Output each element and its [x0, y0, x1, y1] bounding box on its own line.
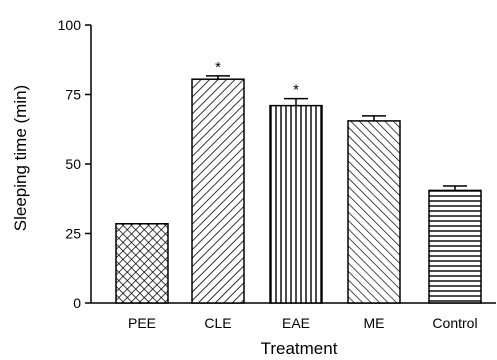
- x-tick-label: CLE: [204, 315, 231, 331]
- bar: [428, 189, 482, 304]
- y-tick-label: 50: [65, 156, 81, 172]
- x-tick-labels: PEE CLE EAE ME Control: [128, 315, 478, 331]
- x-tick-label: EAE: [282, 315, 310, 331]
- y-tick-label: 100: [58, 17, 82, 33]
- y-ticks: 0 25 50 75 100: [58, 17, 91, 311]
- y-axis-title: Sleeping time (min): [11, 85, 30, 231]
- bar: [347, 120, 401, 304]
- significance-marker: *: [215, 59, 221, 76]
- x-axis-title: Treatment: [261, 339, 338, 358]
- x-tick-label: PEE: [128, 315, 156, 331]
- bar: [191, 78, 245, 304]
- x-tick-label: ME: [364, 315, 385, 331]
- y-tick-label: 0: [73, 295, 81, 311]
- y-tick-label: 75: [65, 87, 81, 103]
- significance-marker: *: [293, 82, 299, 99]
- y-tick-label: 25: [65, 226, 81, 242]
- bar: [269, 104, 323, 304]
- bar: [115, 223, 169, 304]
- bars: **: [115, 59, 482, 304]
- x-tick-label: Control: [432, 315, 477, 331]
